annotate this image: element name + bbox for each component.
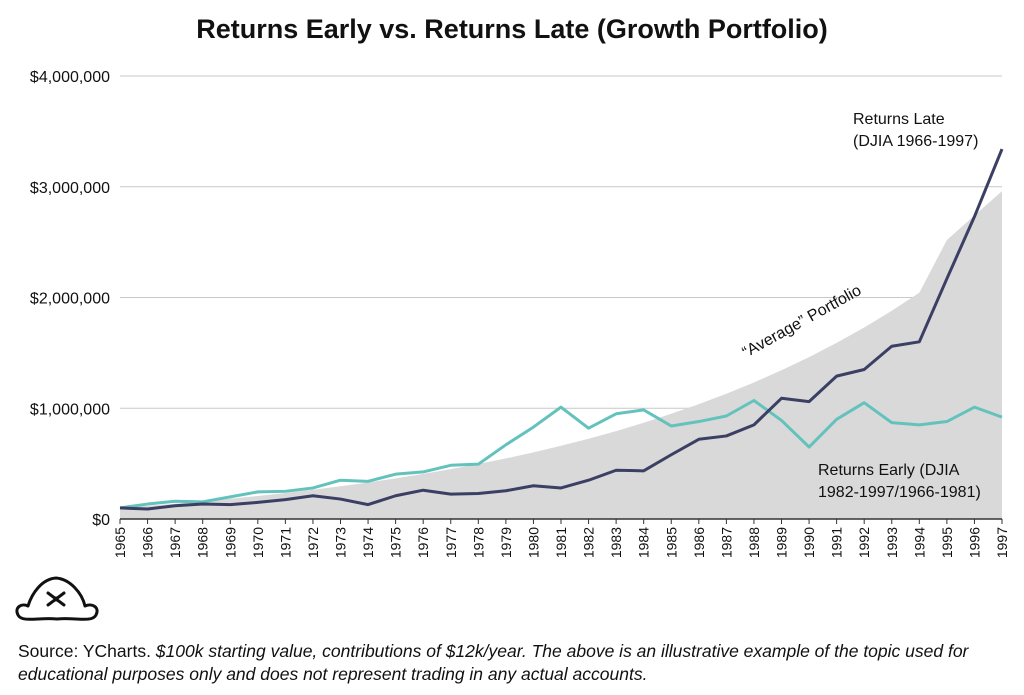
x-tick-label: 1990 — [801, 527, 817, 558]
x-tick-label: 1976 — [415, 527, 431, 558]
x-tick-label: 1983 — [608, 527, 624, 558]
x-tick-label: 1995 — [939, 527, 955, 558]
x-tick-label: 1979 — [498, 527, 514, 558]
x-tick-label: 1982 — [581, 527, 597, 558]
average-portfolio-fill — [120, 191, 1002, 519]
axes: $0 $1,000,000 $2,000,000 $3,000,000 $4,000,0… — [30, 69, 1010, 558]
returns-late-line — [119, 148, 1004, 511]
x-tick-label: 1987 — [718, 527, 734, 558]
x-tick-label: 1977 — [443, 527, 459, 558]
x-tick-label: 1981 — [553, 527, 569, 558]
x-tick-label: 1970 — [250, 527, 266, 558]
y-tick-label: $0 — [92, 512, 110, 529]
x-tick-label: 1997 — [994, 527, 1010, 558]
x-tick-label: 1978 — [470, 527, 486, 558]
y-tick-label: $1,000,000 — [30, 401, 110, 418]
x-tick-label: 1972 — [305, 527, 321, 558]
x-tick-label: 1984 — [636, 527, 652, 558]
x-tick-label: 1968 — [195, 527, 211, 558]
returns-early-line — [119, 398, 1003, 510]
returns-early-label: Returns Early (DJIA 1982-1997/1966-1981) — [818, 462, 981, 501]
returns-late-label: Returns Late (DJIA 1966-1997) — [853, 111, 978, 150]
series-lines — [119, 148, 1004, 511]
source-note: Source: YCharts. $100k starting value, c… — [18, 640, 1008, 686]
x-tick-label: 1988 — [746, 527, 762, 558]
x-tick-label: 1966 — [140, 527, 156, 558]
x-tick-label: 1985 — [663, 527, 679, 558]
x-tick-label: 1991 — [829, 527, 845, 558]
y-tick-label: $4,000,000 — [30, 69, 110, 86]
source-disclaimer: $100k starting value, contributions of $… — [18, 641, 969, 684]
x-tick-label: 1994 — [911, 527, 927, 558]
pirate-hat-icon — [15, 576, 99, 621]
x-tick-label: 1989 — [774, 527, 790, 558]
source-prefix: Source: YCharts. — [18, 641, 156, 661]
y-tick-label: $2,000,000 — [30, 291, 110, 308]
x-tick-label: 1974 — [360, 527, 376, 558]
chart-title: Returns Early vs. Returns Late (Growth P… — [196, 14, 828, 44]
average-portfolio-area — [120, 191, 1002, 519]
x-tick-label: 1996 — [966, 527, 982, 558]
x-tick-label: 1992 — [856, 527, 872, 558]
x-tick-label: 1975 — [388, 527, 404, 558]
x-tick-label: 1973 — [333, 527, 349, 558]
x-tick-label: 1971 — [277, 527, 293, 558]
x-tick-label: 1967 — [167, 527, 183, 558]
x-tick-label: 1986 — [691, 527, 707, 558]
x-tick-label: 1965 — [112, 527, 128, 558]
x-tick-label: 1993 — [884, 527, 900, 558]
x-tick-label: 1980 — [525, 527, 541, 558]
y-tick-label: $3,000,000 — [30, 180, 110, 197]
x-tick-label: 1969 — [222, 527, 238, 558]
